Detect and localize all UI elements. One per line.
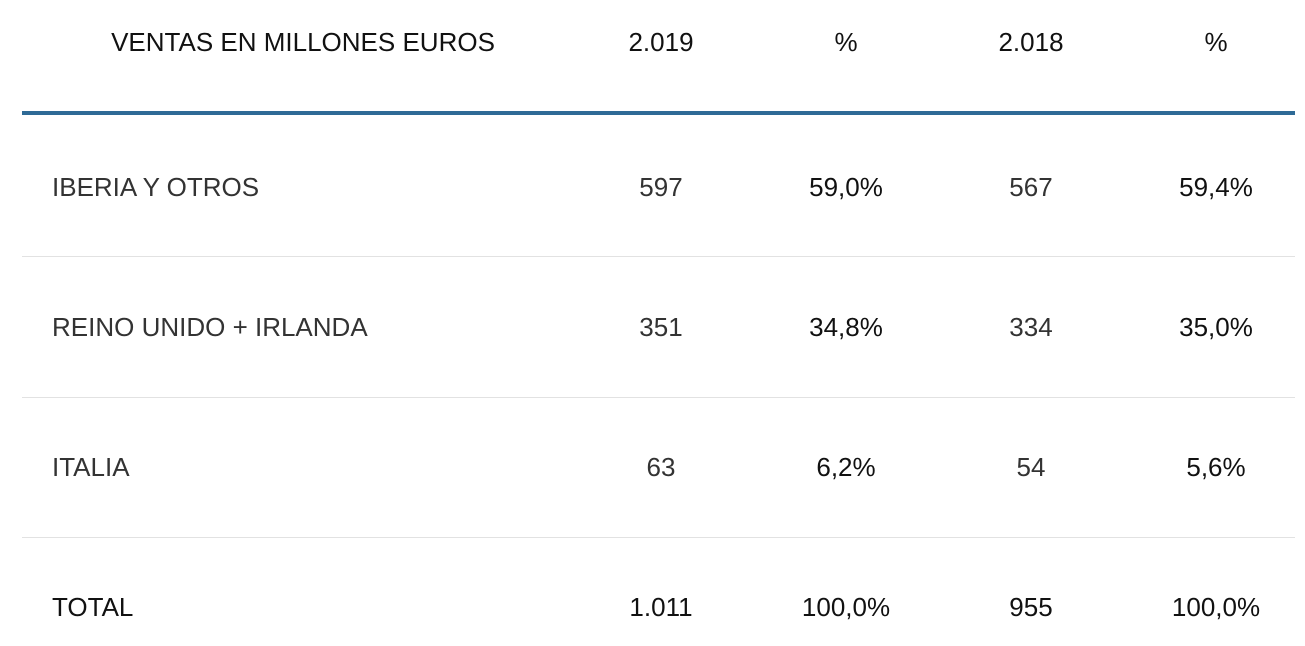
percent-cell: 100,0%: [1171, 592, 1261, 622]
header-rule: [22, 111, 1295, 115]
percent-cell: 100,0%: [801, 592, 891, 622]
header-cell: 2.018: [998, 27, 1064, 57]
header-cell: VENTAS EN MILLONES EUROS: [111, 27, 495, 57]
row-separator: [22, 537, 1295, 538]
percent-cell: 5,6%: [1186, 452, 1246, 482]
header-cell: %: [1204, 27, 1228, 57]
value-cell: 567: [1009, 172, 1053, 202]
percent-cell: 35,0%: [1179, 312, 1253, 342]
value-cell: 955: [1009, 592, 1053, 622]
percent-cell: 6,2%: [816, 452, 876, 482]
value-cell: 597: [639, 172, 683, 202]
total-label: TOTAL: [52, 592, 134, 622]
value-cell: 351: [639, 312, 683, 342]
value-cell: 334: [1009, 312, 1053, 342]
row-separator: [22, 256, 1295, 257]
value-cell: 1.011: [629, 592, 693, 622]
percent-cell: 59,4%: [1179, 172, 1253, 202]
row-label: REINO UNIDO + IRLANDA: [52, 312, 368, 342]
row-label: IBERIA Y OTROS: [52, 172, 260, 202]
value-cell: 63: [646, 452, 676, 482]
value-cell: 54: [1016, 452, 1046, 482]
percent-cell: 59,0%: [809, 172, 883, 202]
row-separator: [22, 397, 1295, 398]
header-cell: 2.019: [628, 27, 694, 57]
row-label: ITALIA: [52, 452, 130, 482]
header-cell: %: [834, 27, 858, 57]
percent-cell: 34,8%: [809, 312, 883, 342]
